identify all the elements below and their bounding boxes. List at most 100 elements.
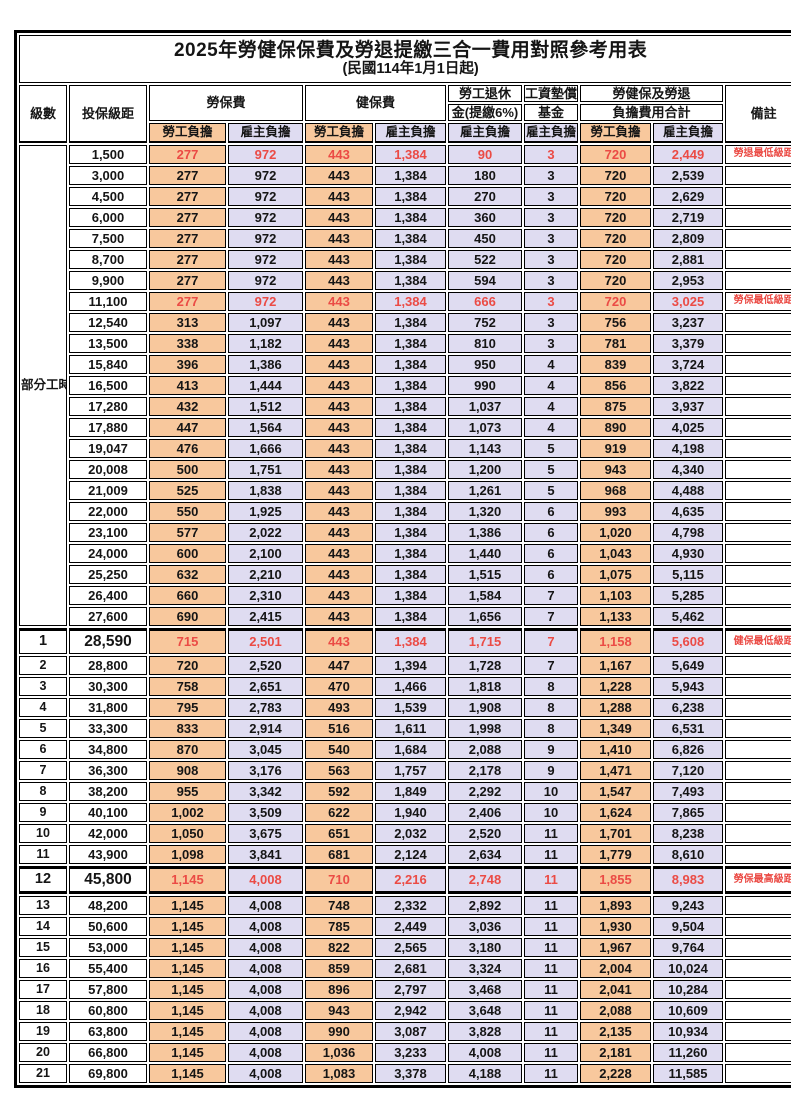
total-employee-cell: 943 xyxy=(580,460,651,479)
table-row: 20 66,800 1,145 4,008 1,036 3,233 4,008 11 2,181… xyxy=(19,1043,791,1062)
bracket-cell: 66,800 xyxy=(69,1043,147,1062)
total-employer-cell: 3,237 xyxy=(653,313,723,332)
bracket-cell: 50,600 xyxy=(69,917,147,936)
pension-employer-cell: 1,320 xyxy=(448,502,522,521)
labor-employer-cell: 2,100 xyxy=(228,544,303,563)
total-employer-cell: 2,953 xyxy=(653,271,723,290)
labor-employer-cell: 972 xyxy=(228,187,303,206)
health-employer-cell: 2,216 xyxy=(375,866,446,894)
labor-employer-cell: 4,008 xyxy=(228,1022,303,1041)
note-cell xyxy=(725,1001,791,1020)
health-employer-cell: 1,384 xyxy=(375,145,446,164)
table-row: 4 31,800 795 2,783 493 1,539 1,908 8 1,288 6,238 xyxy=(19,698,791,717)
labor-employer-cell: 1,564 xyxy=(228,418,303,437)
note-cell xyxy=(725,523,791,542)
health-employee-cell: 443 xyxy=(305,586,373,605)
health-employer-cell: 1,384 xyxy=(375,208,446,227)
total-employee-cell: 1,043 xyxy=(580,544,651,563)
health-employee-cell: 443 xyxy=(305,376,373,395)
fund-employer-cell: 11 xyxy=(524,1001,578,1020)
health-employer-cell: 1,384 xyxy=(375,376,446,395)
col-header-pension-line1: 勞工退休 xyxy=(448,85,522,102)
note-cell: 勞退最低級距 xyxy=(725,145,791,164)
health-employee-cell: 540 xyxy=(305,740,373,759)
bracket-cell: 21,009 xyxy=(69,481,147,500)
total-employee-cell: 1,075 xyxy=(580,565,651,584)
bracket-cell: 45,800 xyxy=(69,866,147,894)
level-cell: 20 xyxy=(19,1043,67,1062)
bracket-cell: 16,500 xyxy=(69,376,147,395)
labor-employer-cell: 1,444 xyxy=(228,376,303,395)
fund-employer-cell: 3 xyxy=(524,313,578,332)
total-employee-cell: 1,133 xyxy=(580,607,651,626)
level-cell: 6 xyxy=(19,740,67,759)
health-employee-cell: 443 xyxy=(305,460,373,479)
pension-employer-cell: 1,998 xyxy=(448,719,522,738)
total-employer-cell: 4,635 xyxy=(653,502,723,521)
total-employee-cell: 1,158 xyxy=(580,628,651,654)
labor-employee-cell: 955 xyxy=(149,782,226,801)
labor-employee-cell: 1,145 xyxy=(149,959,226,978)
table-row: 12 45,800 1,145 4,008 710 2,216 2,748 11 1,855 8,… xyxy=(19,866,791,894)
labor-employee-cell: 338 xyxy=(149,334,226,353)
bracket-cell: 11,100 xyxy=(69,292,147,311)
table-row: 8,700 277 972 443 1,384 522 3 720 2,881 xyxy=(19,250,791,269)
fund-employer-cell: 4 xyxy=(524,355,578,374)
health-employee-cell: 443 xyxy=(305,229,373,248)
table-row: 16,500 413 1,444 443 1,384 990 4 856 3,822 xyxy=(19,376,791,395)
labor-employer-cell: 2,022 xyxy=(228,523,303,542)
total-employer-cell: 5,608 xyxy=(653,628,723,654)
bracket-cell: 36,300 xyxy=(69,761,147,780)
col-header-total-line2: 負擔費用合計 xyxy=(580,104,723,121)
health-employer-cell: 1,384 xyxy=(375,439,446,458)
total-employee-cell: 1,288 xyxy=(580,698,651,717)
fund-employer-cell: 5 xyxy=(524,481,578,500)
total-employer-cell: 6,531 xyxy=(653,719,723,738)
health-employee-cell: 748 xyxy=(305,896,373,915)
bracket-cell: 63,800 xyxy=(69,1022,147,1041)
col-header-total-line1: 勞健保及勞退 xyxy=(580,85,723,102)
pension-employer-cell: 1,584 xyxy=(448,586,522,605)
pension-employer-cell: 2,520 xyxy=(448,824,522,843)
health-employee-cell: 443 xyxy=(305,523,373,542)
table-row: 27,600 690 2,415 443 1,384 1,656 7 1,133 5,462 xyxy=(19,607,791,626)
labor-employer-cell: 4,008 xyxy=(228,938,303,957)
health-employee-cell: 443 xyxy=(305,544,373,563)
subheader-health-employer: 雇主負擔 xyxy=(375,123,446,143)
labor-employee-cell: 313 xyxy=(149,313,226,332)
note-cell xyxy=(725,938,791,957)
health-employer-cell: 2,797 xyxy=(375,980,446,999)
labor-employee-cell: 720 xyxy=(149,656,226,675)
note-cell xyxy=(725,719,791,738)
table-row: 18 60,800 1,145 4,008 943 2,942 3,648 11 2,088 10… xyxy=(19,1001,791,1020)
total-employee-cell: 720 xyxy=(580,271,651,290)
fund-employer-cell: 11 xyxy=(524,1043,578,1062)
pension-employer-cell: 1,440 xyxy=(448,544,522,563)
pension-employer-cell: 1,908 xyxy=(448,698,522,717)
labor-employee-cell: 1,145 xyxy=(149,1001,226,1020)
labor-employer-cell: 2,651 xyxy=(228,677,303,696)
labor-employer-cell: 1,666 xyxy=(228,439,303,458)
total-employer-cell: 6,238 xyxy=(653,698,723,717)
bracket-cell: 60,800 xyxy=(69,1001,147,1020)
health-employee-cell: 443 xyxy=(305,208,373,227)
bracket-cell: 53,000 xyxy=(69,938,147,957)
total-employer-cell: 8,983 xyxy=(653,866,723,894)
fund-employer-cell: 8 xyxy=(524,698,578,717)
note-cell xyxy=(725,502,791,521)
level-cell: 9 xyxy=(19,803,67,822)
part-time-merged-cell: 部分工時 xyxy=(19,145,67,626)
health-employee-cell: 447 xyxy=(305,656,373,675)
labor-employer-cell: 3,841 xyxy=(228,845,303,864)
labor-employee-cell: 1,145 xyxy=(149,917,226,936)
total-employer-cell: 6,826 xyxy=(653,740,723,759)
fund-employer-cell: 5 xyxy=(524,439,578,458)
level-cell: 3 xyxy=(19,677,67,696)
health-employer-cell: 1,384 xyxy=(375,565,446,584)
labor-employer-cell: 972 xyxy=(228,208,303,227)
labor-employer-cell: 3,176 xyxy=(228,761,303,780)
table-row: 11 43,900 1,098 3,841 681 2,124 2,634 11 1,779 8,… xyxy=(19,845,791,864)
note-cell xyxy=(725,782,791,801)
bracket-cell: 48,200 xyxy=(69,896,147,915)
pension-employer-cell: 3,036 xyxy=(448,917,522,936)
